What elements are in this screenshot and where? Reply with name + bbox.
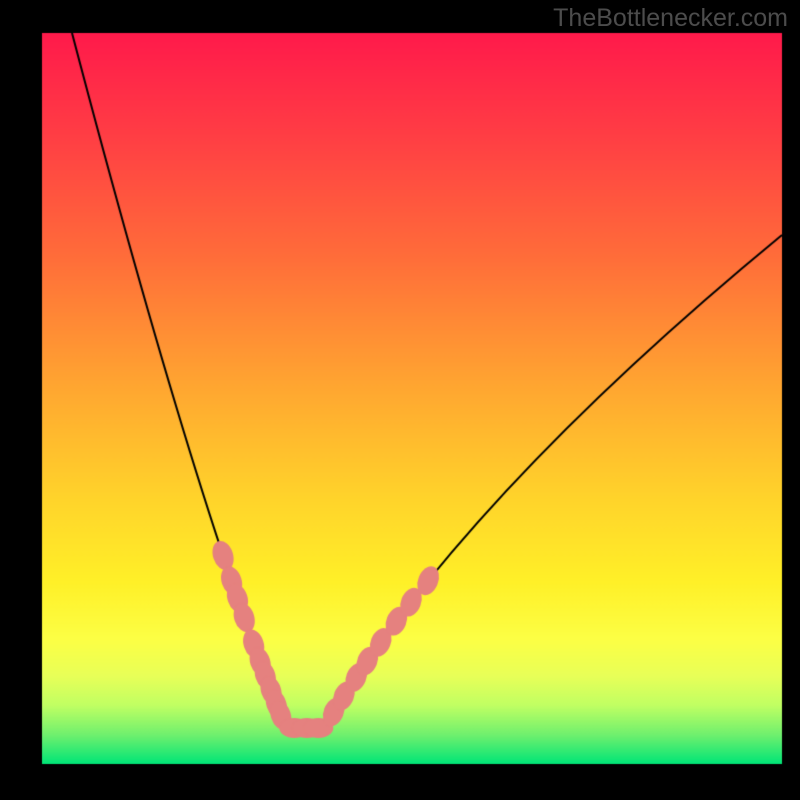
watermark-text: TheBottlenecker.com xyxy=(553,4,788,33)
chart-root: TheBottlenecker.com xyxy=(0,0,800,800)
bottleneck-curve-chart xyxy=(0,0,800,800)
